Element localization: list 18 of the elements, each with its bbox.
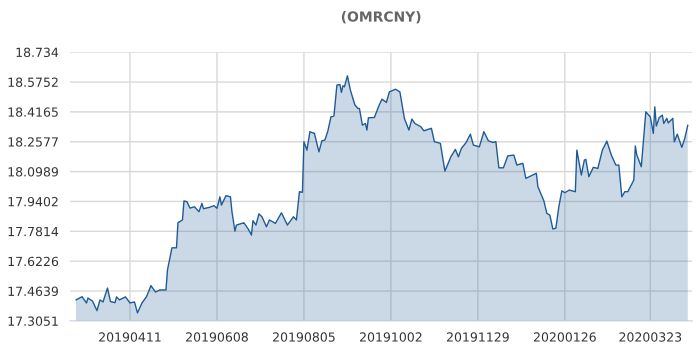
y-tick-label: 18.4165 — [8, 107, 58, 117]
y-tick-label: 17.4639 — [8, 286, 58, 296]
y-tick-label: 18.5752 — [8, 77, 58, 87]
y-tick-label: 17.6226 — [8, 256, 58, 266]
y-tick-label: 18.734 — [16, 48, 58, 58]
y-tick-label: 18.2577 — [8, 137, 58, 147]
x-tick-label: 20191002 — [360, 332, 422, 342]
y-tick-label: 18.0989 — [8, 167, 58, 177]
x-tick-label: 20190608 — [186, 332, 248, 342]
y-tick-label: 17.3051 — [8, 316, 58, 326]
y-tick-label: 17.9402 — [8, 196, 58, 206]
y-tick-label: 17.7814 — [8, 226, 58, 236]
x-tick-label: 20200126 — [534, 332, 596, 342]
x-tick-label: 20190411 — [99, 332, 161, 342]
x-tick-label: 20190805 — [273, 332, 335, 342]
x-tick-label: 20191129 — [446, 332, 509, 342]
chart-title: (OMRCNY) — [342, 11, 420, 24]
x-tick-label: 20200323 — [619, 332, 682, 342]
